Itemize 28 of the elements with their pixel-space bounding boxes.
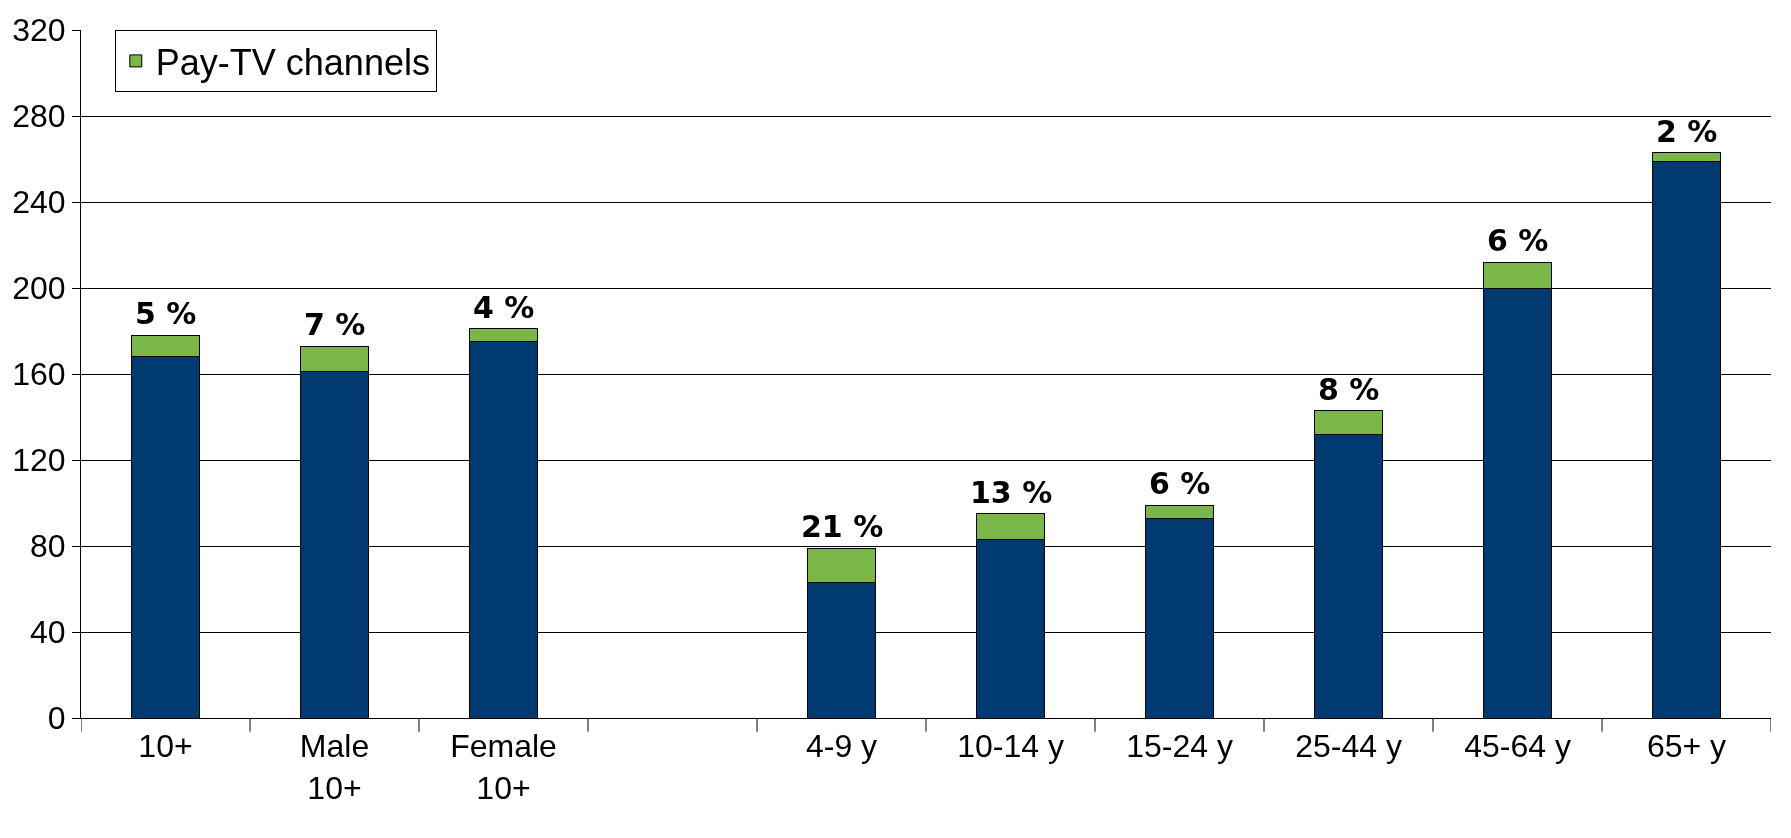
x-tick-label: 65+ y <box>1646 728 1727 765</box>
x-tick-label: Male 10+ <box>299 728 370 806</box>
annotation: 2 % <box>1656 114 1718 149</box>
x-tick-label: 10+ <box>138 728 193 765</box>
y-tick-label: 280 <box>12 98 66 135</box>
y-tick-label: 200 <box>12 270 66 307</box>
x-tick-label: Female 10+ <box>450 728 557 806</box>
y-tick-label: 320 <box>12 12 66 49</box>
x-tick-label: 15-24 y <box>1126 728 1233 765</box>
y-tick-label: 80 <box>30 528 66 565</box>
annotation: 5 % <box>135 296 197 331</box>
annotation: 6 % <box>1487 223 1549 258</box>
y-tick-label: 40 <box>30 614 66 651</box>
y-tick-label: 120 <box>12 442 66 479</box>
x-tick-label: 45-64 y <box>1464 728 1571 765</box>
y-tick-label: 240 <box>12 184 66 221</box>
annotation: 6 % <box>1149 466 1211 501</box>
annotation: 4 % <box>473 290 535 325</box>
legend-label: Pay-TV channels <box>155 41 430 83</box>
annotation: 13 % <box>970 475 1053 510</box>
x-tick-label: 10-14 y <box>957 728 1064 765</box>
y-tick-label: 0 <box>47 700 66 737</box>
y-tick-label: 160 <box>12 356 66 393</box>
annotation: 8 % <box>1318 372 1380 407</box>
x-tick-label: 25-44 y <box>1295 728 1402 765</box>
annotation: 7 % <box>304 307 366 342</box>
x-tick-label: 4-9 y <box>805 728 878 765</box>
annotation: 21 % <box>801 509 884 544</box>
